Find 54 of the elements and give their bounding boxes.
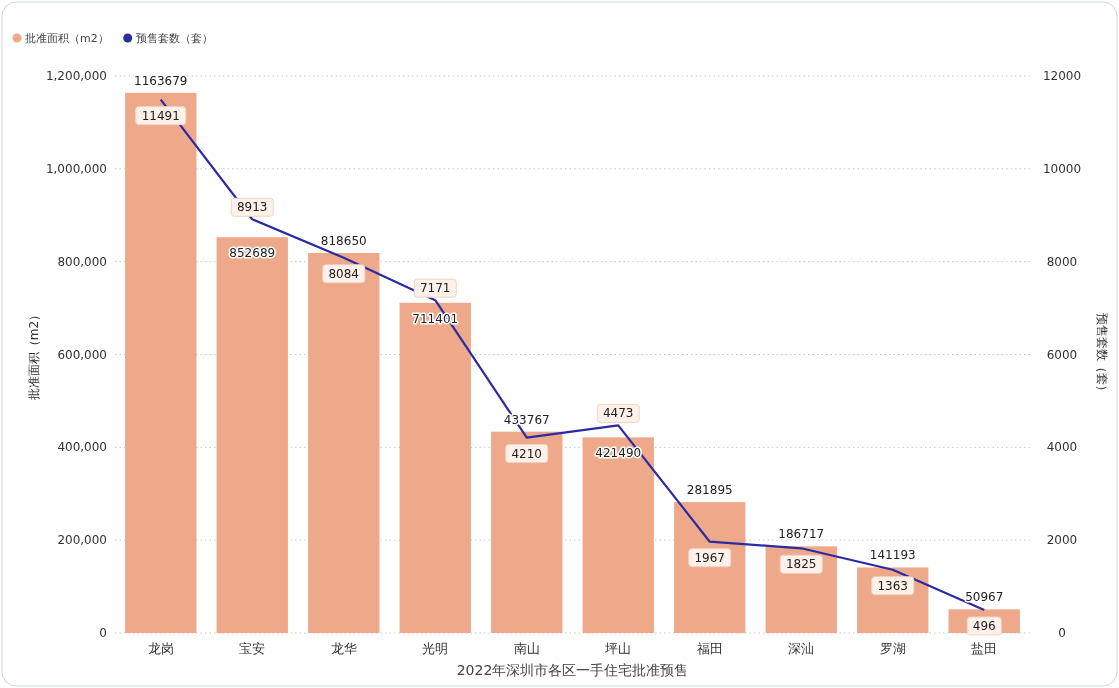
y2-tick-label: 10000 <box>1042 161 1082 176</box>
x-tick-label: 福田 <box>696 641 723 656</box>
x-tick-label: 宝安 <box>239 641 266 656</box>
data-label: 1363 <box>877 578 909 593</box>
y2-axis-title: 预售套数（套） <box>1095 312 1109 397</box>
data-label: 281895 <box>686 483 733 498</box>
x-tick-label: 坪山 <box>604 641 632 656</box>
y2-tick-label: 12000 <box>1042 69 1082 83</box>
bar <box>308 253 380 633</box>
y-tick-label: 600,000 <box>57 347 107 362</box>
bar <box>125 92 197 633</box>
y-axis-title: 批准面积（m2） <box>27 308 41 401</box>
y-tick-label: 200,000 <box>57 533 107 548</box>
data-label: 818650 <box>320 234 367 249</box>
x-tick-label: 龙华 <box>330 641 357 656</box>
data-label: 186717 <box>778 527 825 542</box>
data-label: 8084 <box>328 266 360 281</box>
data-label: 852689 <box>229 246 276 261</box>
y2-tick-label: 6000 <box>1046 347 1078 362</box>
data-label: 11491 <box>141 108 180 123</box>
y-tick-label: 1,000,000 <box>45 161 107 176</box>
x-tick-label: 深汕 <box>788 641 815 656</box>
data-label: 496 <box>972 618 996 633</box>
y-tick-label: 400,000 <box>57 440 107 455</box>
data-label: 1825 <box>785 557 817 572</box>
bar <box>399 302 471 633</box>
data-label: 1163679 <box>134 73 188 88</box>
y2-tick-label: 0 <box>1058 626 1066 640</box>
bar <box>674 502 746 633</box>
bar <box>216 237 288 633</box>
y-tick-label: 0 <box>99 626 107 640</box>
data-label: 4210 <box>511 446 543 461</box>
data-label: 4473 <box>602 406 634 421</box>
data-label: 1967 <box>694 550 726 565</box>
y-tick-label: 800,000 <box>57 254 107 269</box>
y2-tick-label: 4000 <box>1046 440 1078 455</box>
bar <box>491 431 563 633</box>
x-tick-label: 南山 <box>513 641 540 656</box>
y2-tick-label: 2000 <box>1046 533 1078 548</box>
data-label: 421490 <box>595 446 642 461</box>
x-tick-label: 龙岗 <box>147 641 174 656</box>
data-label: 7171 <box>419 281 451 296</box>
x-tick-label: 罗湖 <box>879 641 906 656</box>
legend-label: 批准面积（m2） <box>25 32 109 45</box>
x-axis-title: 2022年深圳市各区一手住宅批准预售 <box>456 662 689 678</box>
data-label: 50967 <box>965 590 1004 605</box>
legend-label: 预售套数（套） <box>135 32 213 45</box>
x-tick-label: 光明 <box>422 641 449 656</box>
y-tick-label: 1,200,000 <box>45 69 107 83</box>
bar <box>582 437 654 633</box>
data-label: 141193 <box>869 548 916 563</box>
data-label: 8913 <box>236 200 268 215</box>
y2-tick-label: 8000 <box>1046 254 1078 269</box>
x-tick-label: 盐田 <box>971 641 998 656</box>
